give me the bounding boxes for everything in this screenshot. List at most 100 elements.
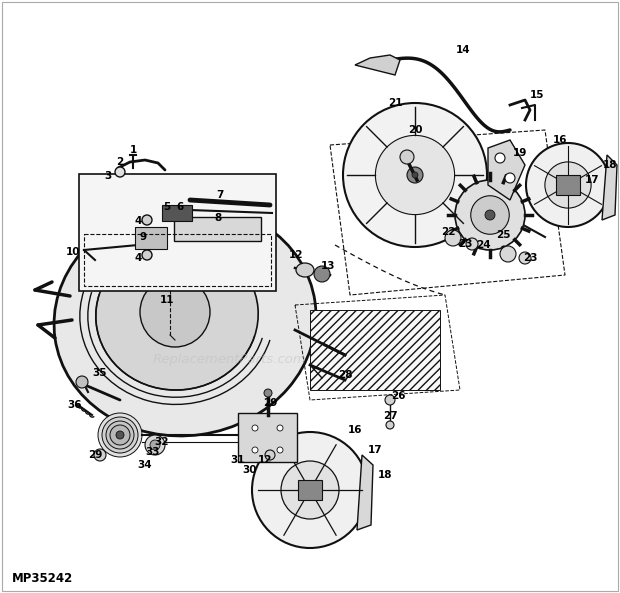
Circle shape bbox=[142, 250, 152, 260]
Text: 2: 2 bbox=[117, 157, 123, 167]
Polygon shape bbox=[488, 140, 525, 200]
Circle shape bbox=[265, 450, 275, 460]
Circle shape bbox=[485, 210, 495, 220]
Text: 22: 22 bbox=[441, 227, 455, 237]
Circle shape bbox=[385, 395, 395, 405]
Polygon shape bbox=[355, 55, 400, 75]
Circle shape bbox=[505, 173, 515, 183]
Circle shape bbox=[115, 167, 125, 177]
Text: 27: 27 bbox=[383, 411, 397, 421]
Text: 28: 28 bbox=[338, 370, 352, 380]
Circle shape bbox=[495, 153, 505, 163]
Text: 10: 10 bbox=[66, 247, 80, 257]
Text: 30: 30 bbox=[243, 465, 257, 475]
Circle shape bbox=[110, 425, 130, 445]
Text: 4: 4 bbox=[135, 253, 142, 263]
Text: 16: 16 bbox=[348, 425, 362, 435]
Circle shape bbox=[545, 162, 591, 208]
Circle shape bbox=[407, 167, 423, 183]
Text: 14: 14 bbox=[456, 45, 471, 55]
Circle shape bbox=[145, 435, 165, 455]
Text: 12: 12 bbox=[258, 455, 272, 465]
Text: 18: 18 bbox=[603, 160, 618, 170]
Circle shape bbox=[375, 135, 454, 215]
Text: 29: 29 bbox=[88, 450, 102, 460]
Circle shape bbox=[526, 143, 610, 227]
Circle shape bbox=[106, 421, 134, 449]
FancyBboxPatch shape bbox=[79, 174, 276, 291]
FancyBboxPatch shape bbox=[310, 310, 440, 390]
Circle shape bbox=[281, 461, 339, 519]
Text: 8: 8 bbox=[215, 213, 221, 223]
Circle shape bbox=[140, 277, 210, 347]
Circle shape bbox=[116, 431, 124, 439]
Text: 5: 5 bbox=[164, 202, 170, 212]
Circle shape bbox=[277, 425, 283, 431]
Text: 19: 19 bbox=[513, 148, 527, 158]
Text: 20: 20 bbox=[408, 125, 422, 135]
FancyBboxPatch shape bbox=[556, 175, 580, 195]
Ellipse shape bbox=[96, 240, 258, 390]
Circle shape bbox=[142, 215, 152, 225]
Text: 18: 18 bbox=[378, 470, 392, 480]
Circle shape bbox=[500, 246, 516, 262]
FancyBboxPatch shape bbox=[162, 205, 192, 221]
Text: 12: 12 bbox=[289, 250, 303, 260]
Circle shape bbox=[466, 238, 478, 250]
Text: 11: 11 bbox=[160, 295, 174, 305]
Circle shape bbox=[98, 413, 142, 457]
Text: 13: 13 bbox=[321, 261, 335, 271]
FancyBboxPatch shape bbox=[298, 480, 322, 500]
Text: 7: 7 bbox=[216, 190, 224, 200]
Circle shape bbox=[412, 172, 418, 178]
Text: 29: 29 bbox=[263, 398, 277, 408]
Text: 34: 34 bbox=[138, 460, 153, 470]
Circle shape bbox=[252, 425, 258, 431]
Circle shape bbox=[94, 449, 106, 461]
Circle shape bbox=[471, 196, 509, 234]
Text: 21: 21 bbox=[388, 98, 402, 108]
Circle shape bbox=[252, 432, 368, 548]
Text: 17: 17 bbox=[585, 175, 600, 185]
Text: 23: 23 bbox=[523, 253, 538, 263]
Polygon shape bbox=[357, 455, 373, 530]
FancyBboxPatch shape bbox=[238, 413, 297, 462]
Text: 9: 9 bbox=[140, 232, 146, 242]
Text: 33: 33 bbox=[146, 447, 160, 457]
Polygon shape bbox=[602, 155, 617, 220]
Circle shape bbox=[400, 150, 414, 164]
Text: 25: 25 bbox=[496, 230, 510, 240]
Ellipse shape bbox=[54, 204, 316, 436]
Text: 35: 35 bbox=[93, 368, 107, 378]
Text: 16: 16 bbox=[553, 135, 567, 145]
Text: 4: 4 bbox=[135, 216, 142, 226]
Text: 6: 6 bbox=[176, 202, 184, 212]
Circle shape bbox=[102, 417, 138, 453]
Circle shape bbox=[343, 103, 487, 247]
Circle shape bbox=[445, 230, 461, 246]
Circle shape bbox=[386, 421, 394, 429]
FancyBboxPatch shape bbox=[135, 227, 167, 249]
Text: 32: 32 bbox=[155, 437, 169, 447]
Circle shape bbox=[277, 447, 283, 453]
Text: 17: 17 bbox=[368, 445, 383, 455]
Text: 3: 3 bbox=[104, 171, 112, 181]
Text: 23: 23 bbox=[458, 239, 472, 249]
Text: 36: 36 bbox=[68, 400, 82, 410]
Circle shape bbox=[519, 252, 531, 264]
Circle shape bbox=[252, 447, 258, 453]
Ellipse shape bbox=[296, 263, 314, 277]
FancyBboxPatch shape bbox=[174, 217, 261, 241]
Circle shape bbox=[455, 180, 525, 250]
Circle shape bbox=[264, 389, 272, 397]
Circle shape bbox=[76, 376, 88, 388]
Text: MP35242: MP35242 bbox=[12, 572, 73, 585]
Text: 24: 24 bbox=[476, 240, 490, 250]
Circle shape bbox=[150, 440, 160, 450]
Text: 1: 1 bbox=[130, 145, 136, 155]
Text: ReplacementParts.com: ReplacementParts.com bbox=[153, 353, 307, 366]
Circle shape bbox=[314, 266, 330, 282]
Text: 15: 15 bbox=[529, 90, 544, 100]
Text: 31: 31 bbox=[231, 455, 246, 465]
Text: 26: 26 bbox=[391, 391, 405, 401]
